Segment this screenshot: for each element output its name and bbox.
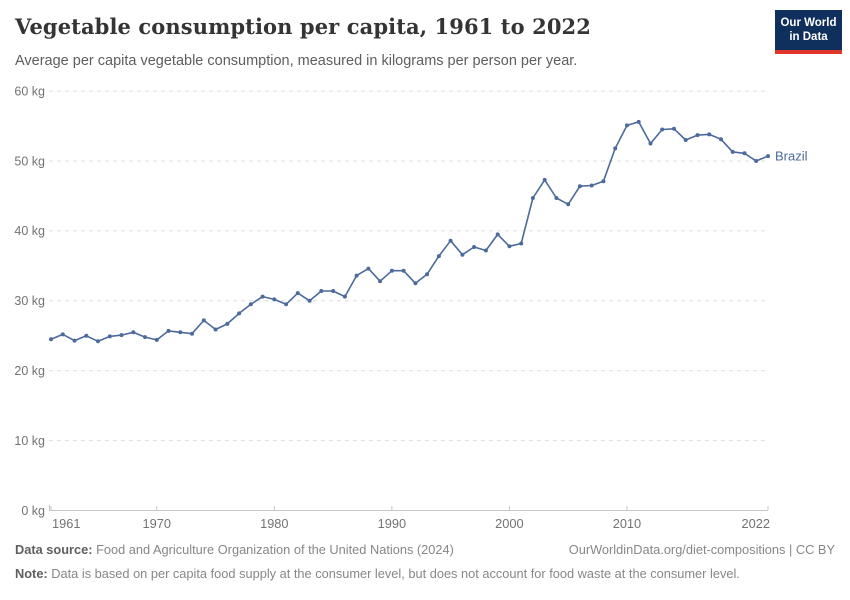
y-tick-label: 40 kg bbox=[14, 224, 45, 238]
data-point[interactable] bbox=[201, 318, 206, 323]
data-point[interactable] bbox=[378, 279, 383, 284]
data-point[interactable] bbox=[636, 119, 641, 124]
data-source-text: Data source: Food and Agriculture Organi… bbox=[15, 542, 454, 557]
data-point[interactable] bbox=[672, 126, 676, 131]
chart-subtitle: Average per capita vegetable consumption… bbox=[15, 53, 578, 69]
data-point[interactable] bbox=[319, 289, 324, 293]
data-point[interactable] bbox=[436, 254, 441, 259]
data-point[interactable] bbox=[366, 266, 371, 271]
data-point[interactable] bbox=[96, 339, 100, 344]
x-tick-label: 1961 bbox=[52, 516, 80, 531]
data-point[interactable] bbox=[530, 196, 535, 200]
x-tick-label: 1980 bbox=[260, 516, 288, 531]
data-point[interactable] bbox=[307, 298, 312, 303]
data-point[interactable] bbox=[448, 238, 453, 243]
x-tick-label: 1990 bbox=[378, 516, 406, 531]
data-point[interactable] bbox=[683, 138, 688, 142]
data-point[interactable] bbox=[154, 337, 159, 342]
data-point[interactable] bbox=[131, 330, 136, 335]
data-point[interactable] bbox=[295, 291, 300, 296]
x-tick-label: 1970 bbox=[143, 516, 171, 531]
data-line-brazil[interactable] bbox=[50, 121, 769, 343]
data-point[interactable] bbox=[401, 268, 406, 273]
data-point[interactable] bbox=[354, 273, 359, 278]
owid-logo-line1: Our World bbox=[780, 17, 837, 29]
data-point[interactable] bbox=[342, 294, 347, 299]
data-point[interactable] bbox=[107, 334, 112, 339]
y-tick-label: 30 kg bbox=[14, 294, 45, 308]
data-point[interactable] bbox=[60, 332, 65, 337]
data-point[interactable] bbox=[742, 151, 747, 156]
data-point[interactable] bbox=[554, 196, 559, 200]
y-tick-label: 50 kg bbox=[14, 154, 45, 168]
data-point[interactable] bbox=[237, 311, 242, 316]
data-point[interactable] bbox=[272, 297, 277, 302]
data-point[interactable] bbox=[225, 321, 230, 326]
data-point[interactable] bbox=[472, 245, 477, 249]
note-label: Note: bbox=[15, 565, 48, 581]
data-point[interactable] bbox=[49, 337, 53, 342]
data-point[interactable] bbox=[601, 179, 606, 184]
page-title: Vegetable consumption per capita, 1961 t… bbox=[15, 14, 591, 39]
data-point[interactable] bbox=[119, 333, 124, 338]
data-point[interactable] bbox=[284, 302, 289, 307]
data-point[interactable] bbox=[425, 272, 430, 277]
data-point[interactable] bbox=[260, 294, 265, 299]
data-point[interactable] bbox=[460, 252, 465, 257]
data-point[interactable] bbox=[389, 268, 394, 273]
chart-canvas[interactable]: 0 kg 10 kg 20 kg 30 kg 40 kg 50 kg 60 kg 1961 19… bbox=[0, 80, 850, 540]
data-point[interactable] bbox=[660, 127, 665, 132]
x-tick-label: 2000 bbox=[495, 516, 523, 531]
data-point[interactable] bbox=[248, 302, 253, 307]
data-point[interactable] bbox=[166, 328, 171, 333]
data-point[interactable] bbox=[495, 232, 500, 237]
footer-note: Note: Data is based on per capita food s… bbox=[15, 565, 740, 581]
x-tick-label: 2022 bbox=[742, 516, 770, 531]
data-point[interactable] bbox=[589, 183, 594, 188]
owid-logo[interactable]: Our World in Data bbox=[775, 10, 842, 54]
data-point[interactable] bbox=[730, 149, 735, 154]
line-chart-svg[interactable]: 0 kg 10 kg 20 kg 30 kg 40 kg 50 kg 60 kg 1961 19… bbox=[0, 80, 850, 540]
data-point[interactable] bbox=[331, 289, 336, 293]
data-point[interactable] bbox=[719, 137, 723, 142]
data-point[interactable] bbox=[519, 241, 524, 246]
data-point[interactable] bbox=[542, 177, 547, 182]
data-point[interactable] bbox=[577, 184, 582, 189]
data-point[interactable] bbox=[143, 335, 147, 340]
chart-footer: Data source: Food and Agriculture Organi… bbox=[15, 541, 835, 583]
data-point[interactable] bbox=[507, 244, 512, 249]
data-point[interactable] bbox=[613, 146, 618, 151]
data-point[interactable] bbox=[213, 327, 218, 332]
y-tick-label: 0 kg bbox=[21, 504, 45, 518]
owid-logo-line2: in Data bbox=[789, 31, 828, 44]
y-tick-label: 20 kg bbox=[14, 364, 45, 378]
data-point[interactable] bbox=[625, 123, 629, 128]
data-point[interactable] bbox=[707, 132, 712, 137]
data-point[interactable] bbox=[648, 141, 653, 146]
data-point[interactable] bbox=[754, 159, 759, 163]
data-point[interactable] bbox=[72, 338, 77, 343]
x-tick-label: 2010 bbox=[613, 516, 641, 531]
data-point[interactable] bbox=[483, 248, 488, 253]
series-label-brazil[interactable]: Brazil bbox=[775, 148, 808, 163]
data-point[interactable] bbox=[190, 331, 194, 336]
y-tick-label: 60 kg bbox=[14, 84, 45, 98]
data-point[interactable] bbox=[695, 133, 700, 138]
y-tick-label: 10 kg bbox=[14, 434, 45, 448]
data-point[interactable] bbox=[84, 333, 89, 338]
data-point[interactable] bbox=[178, 330, 183, 335]
data-point[interactable] bbox=[413, 281, 418, 286]
data-point[interactable] bbox=[566, 202, 571, 207]
data-point[interactable] bbox=[766, 154, 770, 159]
data-source-label: Data source: bbox=[15, 542, 93, 557]
owid-url-link[interactable]: OurWorldinData.org/diet-compositions | C… bbox=[568, 542, 835, 557]
